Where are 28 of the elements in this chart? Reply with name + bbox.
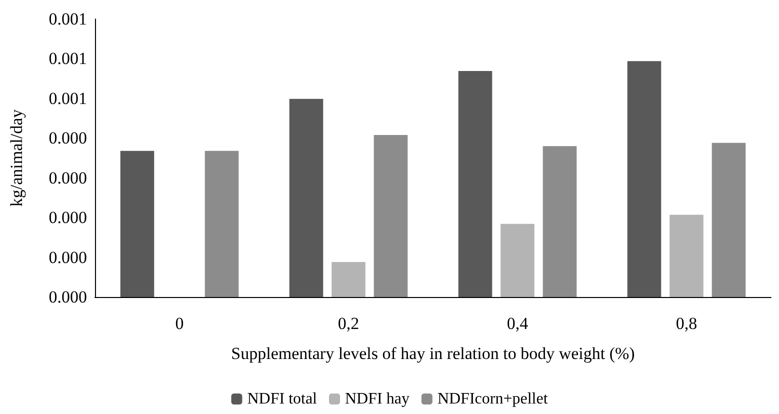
- legend-label: NDFI hay: [345, 390, 410, 408]
- bar: [204, 150, 239, 297]
- y-tick-label: 0.001: [48, 49, 87, 68]
- y-tick-label: 0.000: [48, 208, 87, 228]
- y-tick-label: 0.001: [48, 10, 87, 28]
- y-tick-label: 0.001: [48, 88, 87, 108]
- bar: [670, 214, 704, 297]
- x-axis-title: Supplementary levels of hay in relation to body weight (%): [231, 344, 635, 363]
- legend-label: NDFIcorn+pellet: [437, 390, 548, 408]
- bar: [374, 134, 408, 297]
- x-tick-label: 0,8: [676, 314, 698, 333]
- x-tick-label: 0,4: [506, 314, 529, 333]
- bar: [542, 146, 577, 297]
- y-axis-title: kg/animal/day: [7, 108, 26, 207]
- y-tick-label: 0.000: [48, 128, 87, 148]
- legend-label: NDFI total: [247, 390, 318, 408]
- bar: [332, 262, 366, 297]
- y-tick-label: 0.000: [48, 288, 87, 306]
- bar: [627, 61, 662, 297]
- x-tick-label: 0,2: [338, 314, 360, 333]
- y-tick-label: 0.000: [48, 248, 87, 267]
- bar: [712, 142, 746, 297]
- bar: [500, 224, 534, 297]
- y-tick-label: 0.000: [48, 168, 87, 188]
- bar: [289, 98, 324, 297]
- bar: [120, 150, 154, 297]
- x-tick-label: 0: [175, 314, 184, 333]
- bar: [458, 71, 492, 297]
